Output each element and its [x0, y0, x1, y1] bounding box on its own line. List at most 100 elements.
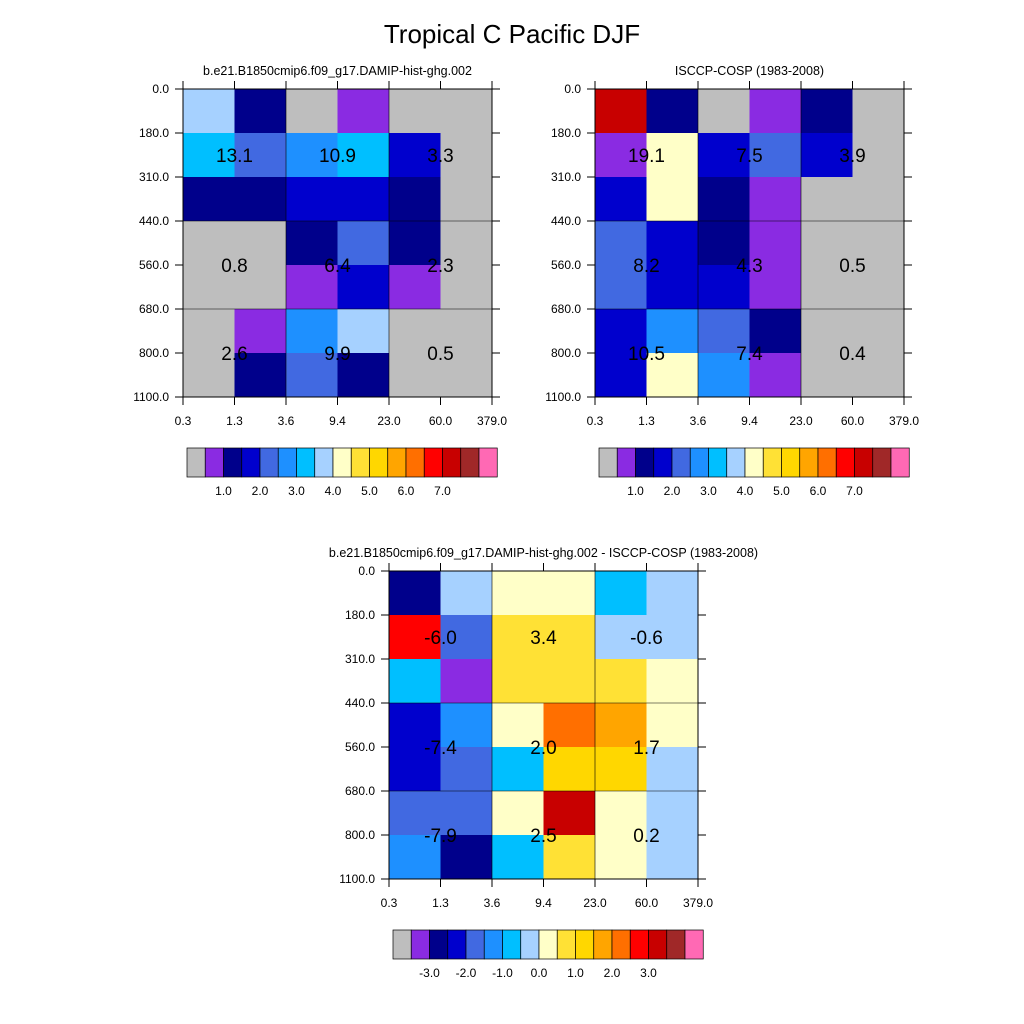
x-tick-label: 0.3 [175, 414, 192, 428]
heatmap-cell [646, 265, 699, 310]
heatmap-cell [698, 177, 750, 222]
y-tick-label: 560.0 [139, 258, 169, 272]
data-label: 2.5 [530, 826, 556, 847]
heatmap-cell [646, 659, 699, 704]
colorbar-label: 2.0 [252, 484, 269, 498]
data-label: 0.4 [839, 344, 866, 365]
heatmap-cell [646, 177, 699, 222]
panel-title: b.e21.B1850cmip6.f09_g17.DAMIP-hist-ghg.… [329, 546, 758, 560]
heatmap-cell [183, 89, 235, 134]
colorbar-label: 7.0 [846, 484, 863, 498]
data-label: 1.7 [633, 738, 659, 759]
x-tick-label: 60.0 [841, 414, 865, 428]
colorbar-label: 1.0 [567, 966, 584, 980]
heatmap-cell [543, 571, 596, 616]
heatmap-cell [801, 133, 853, 178]
colorbar-swatch [332, 447, 352, 478]
heatmap-cell [234, 309, 287, 354]
heatmap-cell [389, 177, 441, 222]
heatmap-cell [801, 89, 853, 134]
heatmap-cell [286, 177, 338, 222]
heatmap-cell [440, 835, 493, 880]
heatmap-cell [389, 703, 441, 748]
heatmap-cell [337, 353, 390, 398]
data-label: 10.9 [319, 146, 356, 167]
heatmap-cell [595, 309, 647, 354]
y-tick-label: 180.0 [551, 126, 581, 140]
data-label: -7.9 [424, 826, 457, 847]
data-label: 2.6 [221, 344, 247, 365]
colorbar-label: 4.0 [737, 484, 754, 498]
heatmap-cell [749, 89, 802, 134]
heatmap-cell [698, 133, 750, 178]
heatmap-cell [646, 835, 699, 880]
heatmap-cell [389, 571, 441, 616]
heatmap-cell [646, 221, 699, 266]
colorbar-swatch [447, 929, 467, 960]
colorbar-label: 3.0 [640, 966, 657, 980]
heatmap-cell [492, 571, 544, 616]
colorbar-swatch [277, 447, 297, 478]
x-tick-label: 23.0 [789, 414, 813, 428]
data-label: 9.9 [324, 344, 350, 365]
heatmap-cell [183, 309, 235, 354]
heatmap-cell [183, 133, 235, 178]
data-label: -6.0 [424, 628, 457, 649]
colorbar-swatch [405, 447, 425, 478]
panels: b.e21.B1850cmip6.f09_g17.DAMIP-hist-ghg.… [133, 64, 919, 980]
heatmap-cell [286, 89, 338, 134]
colorbar-swatch [653, 447, 673, 478]
heatmap-cell [801, 265, 853, 310]
heatmap-cell [389, 747, 441, 792]
heatmap-cell [337, 177, 390, 222]
y-tick-label: 800.0 [139, 346, 169, 360]
colorbar-swatch [520, 929, 540, 960]
x-tick-label: 1.3 [226, 414, 243, 428]
heatmap-cell [595, 177, 647, 222]
heatmap-cell [492, 615, 544, 660]
heatmap-cell [543, 659, 596, 704]
heatmap-cell [595, 571, 647, 616]
y-tick-label: 680.0 [551, 302, 581, 316]
colorbar-label: 4.0 [325, 484, 342, 498]
heatmap-cell [440, 615, 493, 660]
x-tick-label: 0.3 [381, 896, 398, 910]
heatmap-cell [595, 835, 647, 880]
colorbar-swatch [708, 447, 728, 478]
heatmap-cell [389, 659, 441, 704]
data-label: 13.1 [216, 146, 253, 167]
heatmap-cell [646, 133, 699, 178]
heatmap-cell [646, 89, 699, 134]
colorbar-swatch [835, 447, 855, 478]
colorbar-label: 5.0 [361, 484, 378, 498]
heatmap-cell [852, 265, 905, 310]
y-tick-label: 0.0 [358, 564, 375, 578]
heatmap-cell [646, 747, 699, 792]
data-label: 8.2 [633, 256, 659, 277]
data-label: 7.4 [736, 344, 763, 365]
colorbar-swatch [629, 929, 649, 960]
heatmap-cell [595, 265, 647, 310]
y-tick-label: 560.0 [345, 740, 375, 754]
heatmap-cell [543, 791, 596, 836]
colorbar-swatch [538, 929, 558, 960]
heatmap-cell [852, 89, 905, 134]
colorbar-swatch [259, 447, 279, 478]
heatmap-cell [698, 89, 750, 134]
heatmap-cell [234, 265, 287, 310]
colorbar-swatch [556, 929, 576, 960]
x-tick-label: 23.0 [377, 414, 401, 428]
panel-title: ISCCP-COSP (1983-2008) [675, 64, 824, 78]
data-label: 6.4 [324, 256, 351, 277]
heatmap-cell [234, 177, 287, 222]
colorbar-swatch [478, 447, 498, 478]
heatmap-cell [492, 791, 544, 836]
data-label: 10.5 [628, 344, 665, 365]
heatmap-cell [286, 353, 338, 398]
y-tick-label: 440.0 [551, 214, 581, 228]
heatmap-cell [234, 221, 287, 266]
colorbar-swatch [726, 447, 746, 478]
heatmap-cell [646, 703, 699, 748]
y-tick-label: 1100.0 [339, 872, 375, 886]
heatmap-cell [749, 309, 802, 354]
